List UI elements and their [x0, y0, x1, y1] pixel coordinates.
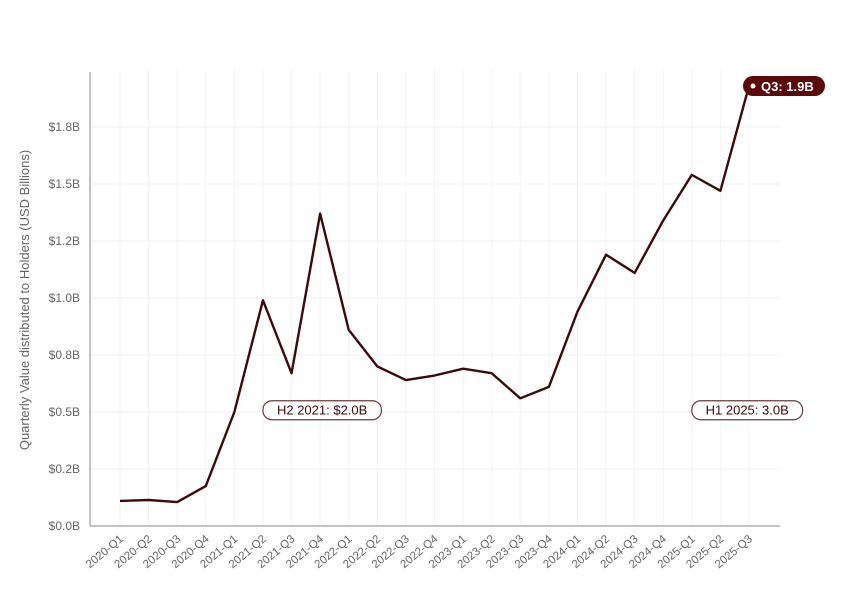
annotation-label: H2 2021: $2.0B [262, 400, 382, 421]
axes [89, 72, 780, 527]
annotation-badge [743, 75, 825, 96]
annotation-box [691, 400, 804, 421]
y-tick-label: $1.0B [49, 291, 80, 305]
annotations: H2 2021: $2.0B H1 2025: 3.0B Q3: 1.9B [262, 75, 825, 421]
annotation-box [262, 400, 382, 421]
annotation-text: Q3: 1.9B [761, 79, 814, 94]
grid [90, 70, 780, 527]
y-tick-labels: $0.0B $0.2B $0.5B $0.8B $1.0B $1.2B $1.5B $1.8B [49, 120, 80, 533]
annotation-text: H1 2025: 3.0B [706, 403, 789, 418]
y-tick-label: $0.5B [49, 405, 80, 419]
y-tick-label: $0.2B [49, 462, 80, 476]
annotation-text: H2 2021: $2.0B [277, 403, 367, 418]
annotation-label: Q3: 1.9B [743, 75, 825, 96]
y-axis-label: Quarterly Value distributed to Holders (… [17, 150, 32, 450]
y-tick-label: $1.2B [49, 234, 80, 248]
annotation-label: H1 2025: 3.0B [691, 400, 804, 421]
y-tick-label: $0.8B [49, 348, 80, 362]
x-tick-labels: 2020-Q12020-Q22020-Q32020-Q42021-Q12021-… [84, 533, 755, 571]
y-tick-label: $1.5B [49, 177, 80, 191]
y-tick-label: $0.0B [49, 519, 80, 533]
annotation-dot [750, 83, 756, 89]
series-line [119, 85, 751, 504]
y-tick-label: $1.8B [49, 120, 80, 134]
